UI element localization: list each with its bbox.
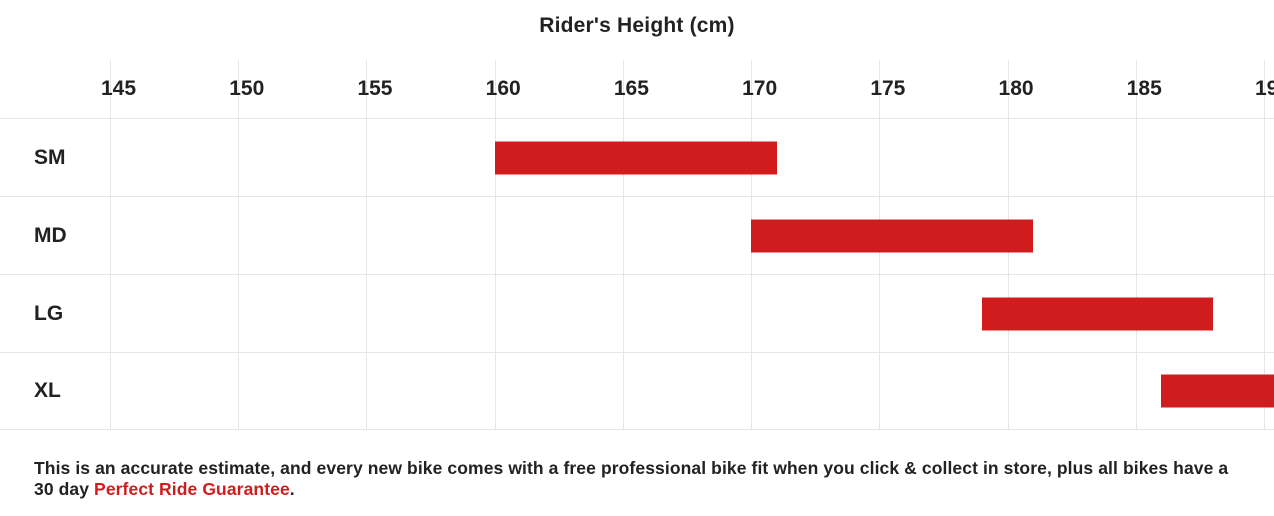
- grid-cell: [495, 353, 623, 429]
- range-bar: [1161, 375, 1274, 408]
- grid-cell: [1264, 275, 1274, 352]
- range-bar: [751, 219, 1033, 252]
- grid-cell: [366, 119, 494, 196]
- row-pre-spacer: [80, 197, 110, 274]
- size-label: XL: [0, 353, 80, 429]
- axis-tick-label: 190: [1255, 77, 1274, 101]
- chart-title: Rider's Height (cm): [0, 0, 1274, 60]
- grid-cell: [495, 197, 623, 274]
- row-pre-spacer: [80, 275, 110, 352]
- footer-text: This is an accurate estimate, and every …: [0, 430, 1274, 510]
- grid-cell: [238, 353, 366, 429]
- grid-cell: [238, 119, 366, 196]
- axis-header: 145150155160165170175180185190: [0, 60, 1274, 118]
- grid-cell: [110, 353, 238, 429]
- axis-tick: 190: [1264, 60, 1274, 118]
- size-row: LG: [0, 274, 1274, 352]
- grid-cell: [495, 275, 623, 352]
- size-row: XL: [0, 352, 1274, 430]
- axis-tick-label: 165: [614, 77, 649, 101]
- axis-tick: 180: [1008, 60, 1136, 118]
- grid-cell: [623, 353, 751, 429]
- grid-cell: [110, 197, 238, 274]
- grid-cell: [110, 275, 238, 352]
- grid-cell: [1136, 119, 1264, 196]
- grid-cell: [1136, 197, 1264, 274]
- axis-tick-label: 155: [357, 77, 392, 101]
- grid-cell: [1264, 119, 1274, 196]
- size-row: MD: [0, 196, 1274, 274]
- axis-tick: 150: [238, 60, 366, 118]
- axis-tick-label: 185: [1127, 77, 1162, 101]
- axis-tick: 160: [495, 60, 623, 118]
- axis-tick-label: 170: [742, 77, 777, 101]
- grid-cell: [1008, 353, 1136, 429]
- axis-tick: 165: [623, 60, 751, 118]
- grid-cell: [366, 353, 494, 429]
- row-pre-spacer: [80, 119, 110, 196]
- size-chart: Rider's Height (cm) 14515015516016517017…: [0, 0, 1274, 510]
- header-spacer: [0, 60, 80, 118]
- axis-tick-label: 175: [870, 77, 905, 101]
- axis-tick-label: 150: [229, 77, 264, 101]
- footer-post: .: [290, 479, 295, 499]
- range-bar: [495, 141, 777, 174]
- size-label: MD: [0, 197, 80, 274]
- grid-cell: [879, 119, 1007, 196]
- grid-cell: [751, 275, 879, 352]
- axis-tick: 175: [879, 60, 1007, 118]
- range-bar: [982, 297, 1213, 330]
- grid-cell: [366, 197, 494, 274]
- axis-tick-label: 180: [999, 77, 1034, 101]
- axis-tick: 170: [751, 60, 879, 118]
- row-pre-spacer: [80, 353, 110, 429]
- grid-cell: [110, 119, 238, 196]
- axis-tick: 145: [110, 60, 238, 118]
- grid-cell: [879, 353, 1007, 429]
- axis-tick-label: 145: [101, 77, 136, 101]
- size-row: SM: [0, 118, 1274, 196]
- axis-tick: 155: [366, 60, 494, 118]
- axis-tick-label: 160: [486, 77, 521, 101]
- grid-cell: [238, 197, 366, 274]
- size-label: LG: [0, 275, 80, 352]
- axis-tick: 185: [1136, 60, 1264, 118]
- grid-cell: [623, 197, 751, 274]
- grid-cell: [623, 275, 751, 352]
- footer-highlight: Perfect Ride Guarantee: [94, 479, 290, 499]
- grid-cell: [238, 275, 366, 352]
- grid-cell: [366, 275, 494, 352]
- grid-cell: [751, 353, 879, 429]
- grid-cell: [1008, 119, 1136, 196]
- grid-cell: [1264, 197, 1274, 274]
- size-label: SM: [0, 119, 80, 196]
- chart-body: 145150155160165170175180185190SMMDLGXL: [0, 60, 1274, 430]
